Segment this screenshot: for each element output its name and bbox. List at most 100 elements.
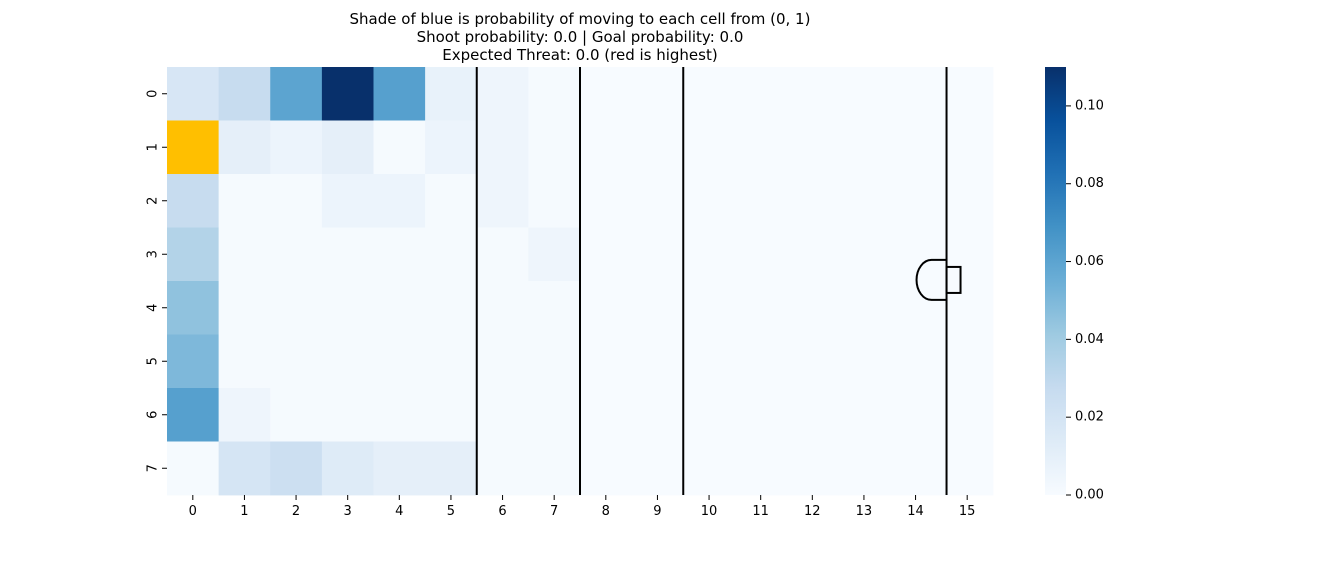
heatmap-cell-7-9 xyxy=(631,441,684,496)
x-tick-label-8: 8 xyxy=(602,504,610,519)
x-tick-label-4: 4 xyxy=(395,504,403,519)
heatmap-cell-5-0 xyxy=(167,334,220,389)
heatmap-cell-3-5 xyxy=(425,227,478,282)
x-tick-label-11: 11 xyxy=(752,504,769,519)
heatmap-cell-7-6 xyxy=(476,441,529,496)
heatmap-cell-5-3 xyxy=(321,334,374,389)
heatmap-cell-2-6 xyxy=(476,174,529,228)
heatmap-cell-1-2 xyxy=(270,120,323,175)
heatmap-cell-6-11 xyxy=(734,388,787,442)
heatmap-cell-1-8 xyxy=(580,120,633,175)
heatmap-cell-1-4 xyxy=(373,120,426,175)
heatmap-cell-0-14 xyxy=(889,67,942,121)
heatmap-cell-1-6 xyxy=(476,120,529,175)
y-tick-label-1: 1 xyxy=(146,143,161,151)
heatmap-cell-7-5 xyxy=(425,441,478,496)
x-tick-label-14: 14 xyxy=(907,504,924,519)
pitch-markings xyxy=(475,67,962,495)
heatmap-cell-0-15 xyxy=(941,67,994,121)
heatmap-cell-5-4 xyxy=(373,334,426,389)
x-tick-label-9: 9 xyxy=(653,504,661,519)
y-tick-label-5: 5 xyxy=(146,357,161,365)
heatmap-cell-0-2 xyxy=(270,67,323,121)
heatmap-cell-5-5 xyxy=(425,334,478,389)
colorbar-tick-label-4: 0.08 xyxy=(1075,176,1104,191)
heatmap-cell-6-0 xyxy=(167,388,220,442)
heatmap-cell-0-10 xyxy=(683,67,736,121)
heatmap-cell-6-13 xyxy=(838,388,891,442)
goal-box xyxy=(945,265,962,294)
heatmap-cell-1-5 xyxy=(425,120,478,175)
heatmap-cell-3-11 xyxy=(734,227,787,282)
heatmap-cell-0-11 xyxy=(734,67,787,121)
heatmap-cell-3-6 xyxy=(476,227,529,282)
heatmap-cell-0-8 xyxy=(580,67,633,121)
heatmap-cell-0-1 xyxy=(218,67,271,121)
heatmap-cell-2-11 xyxy=(734,174,787,228)
heatmap-cell-7-13 xyxy=(838,441,891,496)
heatmap-cell-1-14 xyxy=(889,120,942,175)
x-tick-label-2: 2 xyxy=(292,504,300,519)
title-line-2: Shoot probability: 0.0 | Goal probabilit… xyxy=(416,28,744,46)
x-tick-label-10: 10 xyxy=(701,504,718,519)
heatmap-cell-5-8 xyxy=(580,334,633,389)
heatmap-cell-1-0 xyxy=(167,120,220,175)
x-tick-label-1: 1 xyxy=(240,504,248,519)
heatmap-cell-5-15 xyxy=(941,334,994,389)
colorbar-tick-label-2: 0.04 xyxy=(1075,332,1104,347)
heatmap-cell-1-1 xyxy=(218,120,271,175)
heatmap-cell-5-9 xyxy=(631,334,684,389)
heatmap-cell-6-2 xyxy=(270,388,323,442)
heatmap-cell-1-12 xyxy=(786,120,839,175)
heatmap-cell-5-2 xyxy=(270,334,323,389)
heatmap-cell-6-5 xyxy=(425,388,478,442)
penalty-arc xyxy=(915,258,947,301)
heatmap-cell-3-15 xyxy=(941,227,994,282)
heatmap-cell-3-0 xyxy=(167,227,220,282)
heatmap-cell-5-13 xyxy=(838,334,891,389)
heatmap-cell-6-7 xyxy=(528,388,581,442)
x-tick-label-5: 5 xyxy=(447,504,455,519)
heatmap-cell-2-2 xyxy=(270,174,323,228)
x-axis-ticks: 0 1 2 3 4 5 6 7 8 9 10 11 12 13 14 15 xyxy=(189,495,975,519)
colorbar-tick-label-3: 0.06 xyxy=(1075,254,1104,269)
heatmap-cell-7-12 xyxy=(786,441,839,496)
heatmap-cell-6-8 xyxy=(580,388,633,442)
heatmap-cell-3-3 xyxy=(321,227,374,282)
heatmap-cell-6-1 xyxy=(218,388,271,442)
heatmap-cell-2-1 xyxy=(218,174,271,228)
heatmap-cell-5-12 xyxy=(786,334,839,389)
heatmap-cell-1-10 xyxy=(683,120,736,175)
heatmap-cell-6-15 xyxy=(941,388,994,442)
heatmap-cell-2-15 xyxy=(941,174,994,228)
heatmap-cell-2-0 xyxy=(167,174,220,228)
heatmap-cell-0-5 xyxy=(425,67,478,121)
colorbar-ticks: 0.00 0.02 0.04 0.06 0.08 0.10 xyxy=(1066,98,1104,503)
heatmap-cell-3-1 xyxy=(218,227,271,282)
heatmap-cell-3-8 xyxy=(580,227,633,282)
heatmap-cell-6-12 xyxy=(786,388,839,442)
heatmap-cell-4-0 xyxy=(167,281,220,335)
heatmap-cell-3-13 xyxy=(838,227,891,282)
heatmap-cell-2-13 xyxy=(838,174,891,228)
heatmap-cell-3-9 xyxy=(631,227,684,282)
x-tick-label-3: 3 xyxy=(344,504,352,519)
heatmap-cell-5-10 xyxy=(683,334,736,389)
heatmap-cell-0-4 xyxy=(373,67,426,121)
heatmap-cell-7-2 xyxy=(270,441,323,496)
heatmap-cell-4-5 xyxy=(425,281,478,335)
heatmap-cell-4-11 xyxy=(734,281,787,335)
heatmap-cell-2-9 xyxy=(631,174,684,228)
x-tick-label-6: 6 xyxy=(498,504,506,519)
colorbar xyxy=(1045,67,1066,495)
heatmap-cell-4-7 xyxy=(528,281,581,335)
heatmap-cell-2-8 xyxy=(580,174,633,228)
heatmap-cell-0-6 xyxy=(476,67,529,121)
heatmap-cell-0-7 xyxy=(528,67,581,121)
heatmap-cell-5-6 xyxy=(476,334,529,389)
heatmap-cell-0-3 xyxy=(321,67,374,121)
heatmap-cell-4-15 xyxy=(941,281,994,335)
heatmap-cell-3-14 xyxy=(889,227,942,282)
y-tick-label-0: 0 xyxy=(146,90,161,98)
heatmap-cell-5-7 xyxy=(528,334,581,389)
